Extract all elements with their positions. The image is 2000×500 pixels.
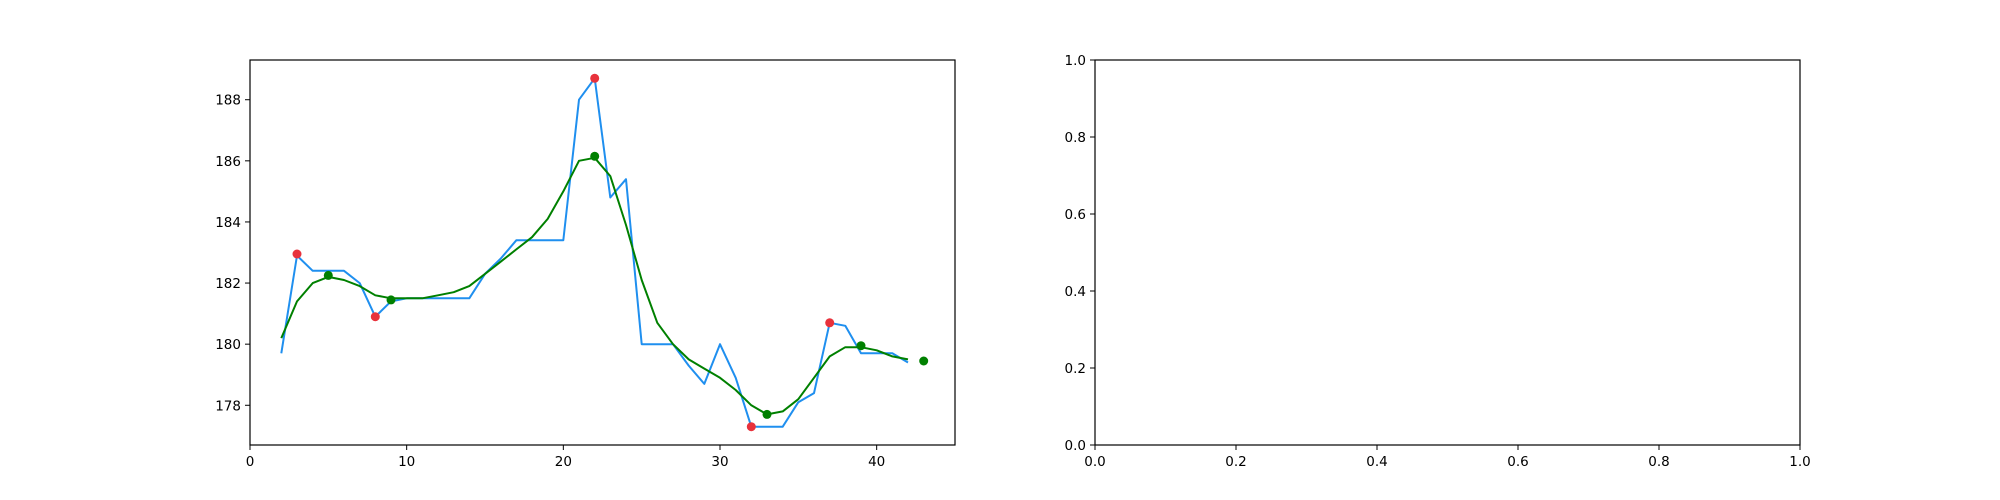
right-empty-axes: 0.0 0.2 0.4 0.6 0.8 1.0 0.0 0.2 0.4 0.6 0.8 1.0 <box>1065 53 1811 470</box>
series-point-3-3 <box>762 409 772 419</box>
x-tick-label: 0.6 <box>1507 454 1528 470</box>
series-point-3-5 <box>919 356 929 366</box>
x-tick-label: 10 <box>398 454 415 470</box>
x-tick-label: 0.0 <box>1084 454 1105 470</box>
y-tick-label: 1.0 <box>1065 53 1086 69</box>
x-tick-label: 0.8 <box>1648 454 1669 470</box>
series-point-2-0 <box>292 249 302 259</box>
x-tick-label: 0.2 <box>1225 454 1246 470</box>
y-tick-label: 188 <box>215 93 241 109</box>
y-tick-label: 0.4 <box>1065 284 1086 300</box>
y-tick-label: 0.6 <box>1065 207 1086 223</box>
series-point-2-3 <box>746 422 756 432</box>
x-tick-label: 1.0 <box>1789 454 1810 470</box>
x-tick-label: 20 <box>555 454 572 470</box>
series-point-2-4 <box>825 318 835 328</box>
x-tick-label: 40 <box>868 454 885 470</box>
x-tick-label: 30 <box>711 454 728 470</box>
x-tick-label: 0 <box>246 454 255 470</box>
series-point-3-4 <box>856 341 866 351</box>
x-tick-label: 0.4 <box>1366 454 1387 470</box>
axes-frame <box>249 59 956 446</box>
y-tick-label: 184 <box>215 215 241 231</box>
left-line-chart: 0 10 20 30 40 178 180 182 184 186 188 <box>215 59 956 470</box>
y-tick-label: 178 <box>215 398 241 414</box>
y-tick-label: 0.0 <box>1065 438 1086 454</box>
series-point-3-2 <box>590 151 600 161</box>
y-tick-label: 186 <box>215 154 241 170</box>
y-tick-label: 0.8 <box>1065 130 1086 146</box>
series-point-3-0 <box>323 270 333 280</box>
series-point-2-2 <box>590 73 600 83</box>
series-point-2-1 <box>370 312 380 322</box>
series-point-3-1 <box>386 295 396 305</box>
y-tick-label: 0.2 <box>1065 361 1086 377</box>
y-tick-label: 182 <box>215 276 241 292</box>
axes-frame <box>1094 59 1801 446</box>
y-tick-label: 180 <box>215 337 241 353</box>
